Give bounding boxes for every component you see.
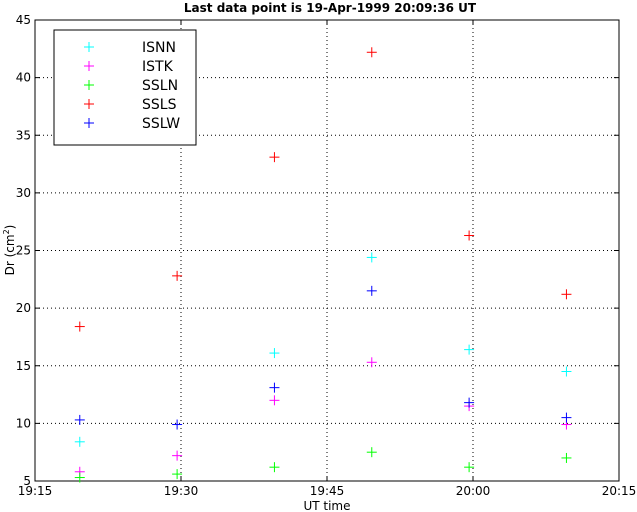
data-point-istk — [172, 450, 183, 461]
x-tick-label: 19:15 — [18, 484, 53, 498]
y-tick-label: 10 — [16, 416, 31, 430]
data-point-ssls — [561, 289, 572, 300]
x-tick-label: 20:00 — [456, 484, 491, 498]
y-tick-label: 20 — [16, 301, 31, 315]
data-point-ssln — [464, 462, 475, 473]
data-point-ssls — [172, 270, 183, 281]
data-point-isnn — [464, 344, 475, 355]
chart-title: Last data point is 19-Apr-1999 20:09:36 … — [184, 1, 477, 15]
data-point-isnn — [74, 436, 85, 447]
y-tick-label: 30 — [16, 186, 31, 200]
data-point-istk — [366, 357, 377, 368]
legend-label-ssls: SSLS — [142, 97, 177, 113]
data-point-ssls — [366, 47, 377, 58]
legend-marker-isnn — [84, 42, 94, 52]
data-point-ssln — [74, 472, 85, 483]
legend-marker-sslw — [84, 118, 94, 128]
data-point-sslw — [74, 414, 85, 425]
legend-marker-istk — [84, 61, 94, 71]
x-tick-label: 20:15 — [602, 484, 637, 498]
data-marks — [74, 47, 572, 483]
data-point-sslw — [464, 397, 475, 408]
data-point-ssls — [269, 152, 280, 163]
grid — [35, 20, 619, 481]
data-point-ssln — [561, 452, 572, 463]
legend-marker-ssln — [84, 80, 94, 90]
legend-marker-ssls — [84, 99, 94, 109]
legend-label-istk: ISTK — [142, 59, 174, 75]
data-point-isnn — [561, 366, 572, 377]
y-tick-label: 15 — [16, 359, 31, 373]
data-point-ssln — [269, 462, 280, 473]
y-axis-label-superscript: 2 — [2, 229, 11, 234]
y-tick-label: 25 — [16, 244, 31, 258]
data-point-ssln — [366, 447, 377, 458]
data-point-sslw — [366, 285, 377, 296]
y-tick-label: 45 — [16, 13, 31, 27]
legend-box — [53, 29, 197, 146]
data-point-istk — [269, 395, 280, 406]
data-point-sslw — [561, 412, 572, 423]
axis-ticks: 19:15 19:30 19:45 20:00 20:15 5 10 15 20 25 30 35 40… — [16, 13, 637, 498]
data-point-sslw — [172, 419, 183, 430]
x-axis-label: UT time — [303, 499, 350, 512]
data-point-ssls — [464, 230, 475, 241]
data-point-isnn — [366, 252, 377, 263]
y-axis-label: Dr (cm2) — [2, 225, 17, 276]
y-tick-label: 5 — [23, 474, 31, 488]
data-point-ssls — [74, 321, 85, 332]
y-axis-label-main: Dr (cm — [3, 234, 17, 275]
data-point-isnn — [269, 348, 280, 359]
legend-label-sslw: SSLW — [142, 116, 180, 132]
legend-label-ssln: SSLN — [142, 78, 178, 94]
data-point-ssln — [172, 469, 183, 480]
x-tick-label: 19:30 — [164, 484, 199, 498]
x-tick-label: 19:45 — [310, 484, 345, 498]
legend-label-isnn: ISNN — [142, 40, 176, 56]
legend: ISNN ISTK SSLN SSLS SSLW — [53, 29, 197, 146]
y-tick-label: 40 — [16, 71, 31, 85]
data-point-sslw — [269, 382, 280, 393]
y-tick-label: 35 — [16, 128, 31, 142]
y-axis-label-close: ) — [3, 225, 17, 230]
